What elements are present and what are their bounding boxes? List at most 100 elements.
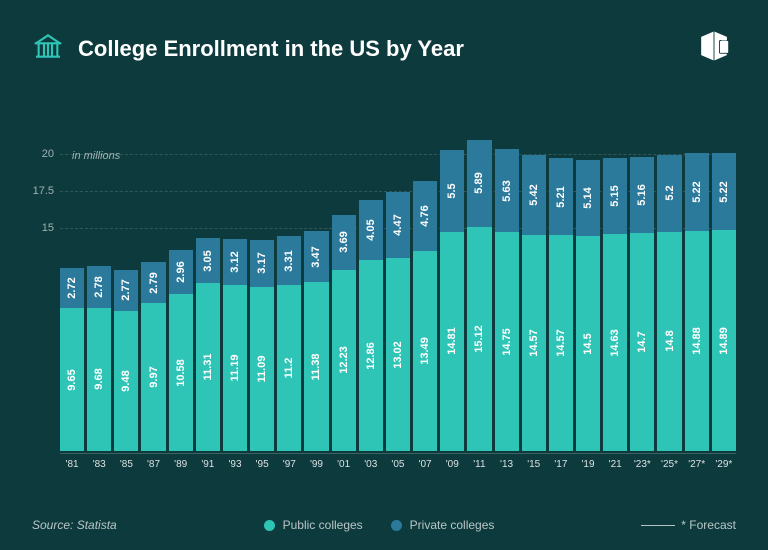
bar-value-public: 14.5 <box>582 333 594 354</box>
ytick-label: 17.5 <box>22 185 54 197</box>
bar-value-private: 3.69 <box>338 232 350 253</box>
bar-segment-public: 14.75 <box>495 232 519 451</box>
bar-segment-private: 3.17 <box>250 240 274 287</box>
x-axis-label: '99 <box>304 454 328 473</box>
footer: Source: Statista Public colleges Private… <box>32 518 736 532</box>
x-axis-label: '09 <box>440 454 464 473</box>
x-axis-label: '05 <box>386 454 410 473</box>
bar-value-private: 2.77 <box>120 279 132 300</box>
bar-value-private: 5.63 <box>501 180 513 201</box>
bar-segment-public: 9.65 <box>60 308 84 451</box>
bar-segment-private: 5.89 <box>467 140 491 227</box>
bar-segment-private: 3.31 <box>277 236 301 285</box>
bar-value-public: 13.49 <box>419 337 431 365</box>
bar-segment-private: 5.16 <box>630 157 654 233</box>
bar-segment-private: 5.63 <box>495 149 519 232</box>
bar-value-public: 14.81 <box>446 328 458 356</box>
bar-value-private: 3.31 <box>283 250 295 271</box>
bar-column: 5.89 15.12 <box>467 140 491 451</box>
bar-segment-public: 9.97 <box>141 303 165 451</box>
bar-segment-private: 2.79 <box>141 262 165 303</box>
bar-column: 3.1711.09 <box>250 240 274 451</box>
bar-segment-private: 3.69 <box>332 215 356 270</box>
bar-column: 3.1211.19 <box>223 239 247 451</box>
bar-column: 5.22 14.88 <box>685 153 709 451</box>
forecast-note: * Forecast <box>641 518 736 532</box>
swatch-public-icon <box>264 520 275 531</box>
bar-segment-private: 5.21 <box>549 158 573 235</box>
bar-segment-public: 11.38 <box>304 282 328 451</box>
bar-value-private: 2.96 <box>175 262 187 283</box>
bar-segment-public: 14.89 <box>712 230 736 451</box>
x-axis-label: '95 <box>250 454 274 473</box>
bar-segment-private: 5.22 <box>685 153 709 230</box>
x-axis: '81'83'85'87'89'91'93'95'97'99'01'03'05'… <box>60 453 736 473</box>
bar-segment-private: 5.42 <box>522 155 546 235</box>
bar-column: 5.1614.7 <box>630 157 654 451</box>
bar-value-public: 9.68 <box>93 369 105 390</box>
bar-value-public: 12.86 <box>365 342 377 370</box>
bar-value-private: 5.2 <box>664 186 676 201</box>
bar-value-private: 5.15 <box>609 185 621 206</box>
ytick-label: 15 <box>22 222 54 234</box>
bar-segment-private: 3.12 <box>223 239 247 285</box>
chart: 1517.520 in millions 2.729.652.789.682.7… <box>60 103 736 473</box>
bar-segment-public: 9.68 <box>87 308 111 451</box>
bar-segment-public: 14.57 <box>522 235 546 451</box>
bar-column: 3.4711.38 <box>304 231 328 451</box>
bar-segment-public: 11.09 <box>250 287 274 451</box>
bar-value-private: 5.5 <box>446 183 458 198</box>
bar-value-private: 5.22 <box>691 181 703 202</box>
bar-value-private: 4.76 <box>419 205 431 226</box>
bar-value-private: 5.89 <box>473 173 485 194</box>
bar-segment-private: 3.47 <box>304 231 328 282</box>
bar-segment-private: 4.47 <box>386 192 410 258</box>
x-axis-label: '25* <box>657 454 681 473</box>
bar-value-public: 14.89 <box>718 327 730 355</box>
bar-column: 5.2 14.8 <box>657 155 681 451</box>
logo-icon <box>692 24 736 73</box>
bar-value-private: 5.14 <box>582 187 594 208</box>
bar-value-private: 3.05 <box>202 250 214 271</box>
x-axis-label: '87 <box>141 454 165 473</box>
bar-segment-public: 11.31 <box>196 283 220 451</box>
x-axis-label: '13 <box>495 454 519 473</box>
bar-column: 2.96 10.58 <box>169 250 193 451</box>
bar-value-public: 14.8 <box>664 331 676 352</box>
bar-value-public: 14.57 <box>555 329 567 357</box>
bar-column: 5.4214.57 <box>522 155 546 451</box>
x-axis-label: '19 <box>576 454 600 473</box>
bar-segment-private: 5.22 <box>712 153 736 230</box>
bar-segment-public: 13.49 <box>413 251 437 451</box>
bar-value-private: 3.12 <box>229 251 241 272</box>
bar-value-private: 2.79 <box>148 272 160 293</box>
x-axis-label: '23* <box>630 454 654 473</box>
bar-segment-private: 4.76 <box>413 181 437 252</box>
building-icon <box>32 30 64 67</box>
bar-column: 5.5 14.81 <box>440 150 464 451</box>
legend-private-label: Private colleges <box>410 518 495 532</box>
bar-column: 5.22 14.89 <box>712 153 736 451</box>
bar-segment-public: 11.2 <box>277 285 301 451</box>
bar-segment-public: 14.88 <box>685 231 709 451</box>
bar-segment-public: 9.48 <box>114 311 138 451</box>
bar-segment-private: 5.2 <box>657 155 681 232</box>
bar-segment-private: 5.14 <box>576 160 600 236</box>
x-axis-label: '21 <box>603 454 627 473</box>
bar-value-public: 15.12 <box>473 325 485 353</box>
legend-public-label: Public colleges <box>283 518 363 532</box>
bar-value-private: 5.22 <box>718 181 730 202</box>
bar-segment-public: 12.23 <box>332 270 356 451</box>
bar-segment-public: 10.58 <box>169 294 193 451</box>
bar-value-public: 11.2 <box>283 358 295 379</box>
bar-value-private: 5.16 <box>636 184 648 205</box>
bar-value-public: 14.88 <box>691 327 703 355</box>
bar-segment-public: 14.63 <box>603 234 627 451</box>
page-title: College Enrollment in the US by Year <box>78 36 464 62</box>
bar-value-private: 4.47 <box>392 214 404 235</box>
bar-segment-public: 13.02 <box>386 258 410 451</box>
x-axis-label: '97 <box>277 454 301 473</box>
bar-value-public: 13.02 <box>392 341 404 369</box>
bar-column: 2.729.65 <box>60 268 84 451</box>
bar-value-public: 11.31 <box>202 354 214 381</box>
